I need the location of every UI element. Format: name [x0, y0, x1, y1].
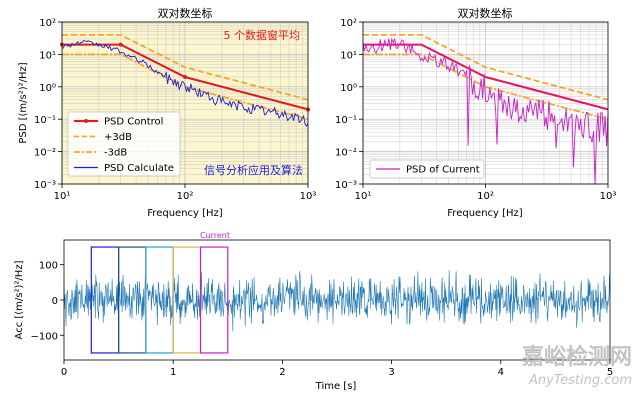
c1-xtick-label: 10¹	[54, 191, 71, 202]
chart1-annotation-bottom: 信号分析应用及算法	[204, 163, 303, 177]
chart1-title: 双对数坐标	[158, 6, 213, 20]
c1-xtick-label: 10³	[300, 191, 317, 202]
chart3-xtick-label: 4	[498, 367, 504, 378]
c1-xtick-label: 10²	[177, 191, 194, 202]
chart3-current-label: Current	[200, 231, 230, 240]
chart3-ytick-label: 100	[39, 261, 58, 272]
c1-series-psd-calculate	[61, 39, 309, 127]
c2-ytick-label: 10²	[340, 18, 357, 29]
chart3-xtick-label: 5	[607, 367, 613, 378]
chart3-signal-line	[63, 270, 611, 332]
c2-ytick-label: 10¹	[340, 50, 357, 61]
chart2-ticks: 10¹ 10² 10³ 10⁻³ 10⁻² 10⁻¹ 10⁰ 10¹ 10²	[335, 18, 616, 202]
chart1-legend-marker	[84, 119, 88, 123]
chart3-xtick-label: 2	[279, 367, 285, 378]
chart1-legend-label: PSD Control	[104, 117, 163, 128]
chart3-xlabel: Time [s]	[315, 381, 357, 392]
chart2-legend-items: PSD of Current	[376, 165, 480, 176]
c1-ytick-label: 10¹	[39, 50, 56, 61]
chart1-legend-label: PSD Calculate	[104, 163, 174, 174]
chart3-ytick-label: −100	[31, 331, 58, 342]
c1-series-psd-control	[62, 43, 309, 111]
chart1-annotation-top: 5 个数据窗平均	[224, 28, 301, 42]
chart3-ticks: 0 1 2 3 4 5 −100 0 100	[31, 261, 614, 378]
chart3-ytick-label: 0	[52, 296, 58, 307]
chart3-ylabel: Acc [(m/s²)²/Hz]	[14, 260, 25, 339]
chart3-xtick-label: 1	[170, 367, 176, 378]
chart2-series	[362, 34, 609, 185]
c2-ytick-label: 10⁰	[340, 83, 357, 94]
c2-xtick-label: 10³	[600, 191, 617, 202]
c1-ytick-label: 10⁻¹	[34, 115, 56, 126]
chart3-series	[63, 270, 611, 332]
chart1-legend-label: +3dB	[104, 132, 132, 143]
chart2-legend	[369, 159, 485, 179]
chart2-legend-label: PSD of Current	[406, 165, 480, 176]
chart1-legend	[67, 111, 181, 177]
chart2-title: 双对数坐标	[458, 6, 513, 20]
c2-xtick-label: 10²	[477, 191, 494, 202]
c1-series--3db	[62, 34, 309, 101]
chart1-ticks: 10¹ 10² 10³ 10⁻³ 10⁻² 10⁻¹ 10⁰ 10¹ 10²	[34, 18, 316, 202]
chart2-xlabel: Frequency [Hz]	[447, 208, 523, 219]
watermark-text: 嘉峪检测网	[522, 344, 632, 370]
c2-ytick-label: 10⁻²	[335, 148, 357, 159]
watermark-subtext: AnyTesting.com	[528, 373, 632, 388]
chart1-ylabel: PSD [(m/s²)²/Hz]	[18, 62, 29, 143]
c1-ytick-label: 10²	[39, 18, 56, 29]
c1-ytick-label: 10⁰	[39, 83, 56, 94]
c2-series-psd-of-current	[362, 37, 609, 185]
chart3-window-5	[199, 246, 229, 354]
chart3-xtick-label: 3	[388, 367, 394, 378]
chart1-control-point	[183, 75, 187, 80]
chart1-legend-items: PSD Control +3dB -3dB PSD Calculate	[74, 117, 174, 174]
chart1-legend-label: -3dB	[104, 148, 127, 159]
c2-xtick-label: 10¹	[355, 191, 372, 202]
chart1-xlabel: Frequency [Hz]	[147, 208, 223, 219]
chart1-control-point	[118, 42, 123, 47]
c2-series--3db	[363, 34, 609, 101]
c2-series-psd-control	[363, 43, 609, 111]
chart3-windows	[90, 246, 229, 354]
c1-ytick-label: 10⁻²	[34, 148, 56, 159]
chart3-xtick-label: 0	[61, 367, 67, 378]
chart1-series	[60, 34, 310, 127]
c2-ytick-label: 10⁻³	[335, 180, 357, 191]
c1-ytick-label: 10⁻³	[34, 180, 56, 191]
c2-ytick-label: 10⁻¹	[335, 115, 357, 126]
